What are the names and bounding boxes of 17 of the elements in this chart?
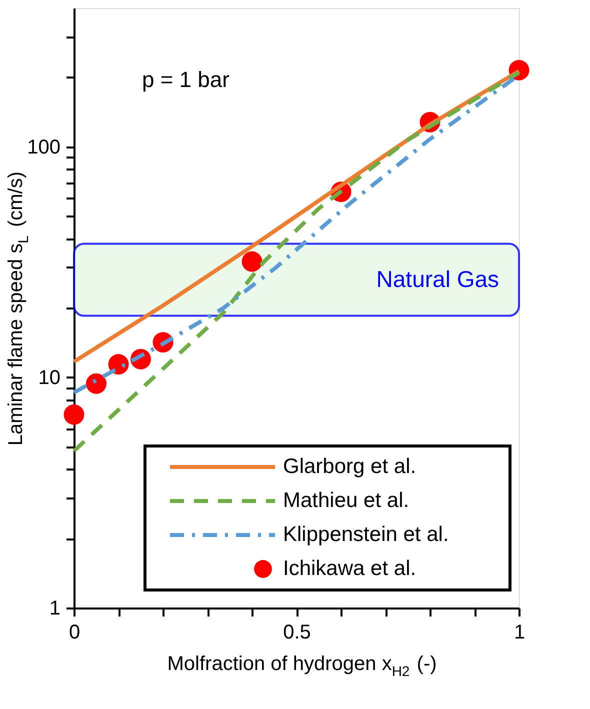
band-label: Natural Gas bbox=[376, 266, 499, 292]
annotation: p = 1 bar bbox=[142, 67, 230, 92]
x-tick-label: 0.5 bbox=[283, 622, 311, 644]
legend-label: Glarborg et al. bbox=[283, 455, 416, 478]
y-tick-label: 1 bbox=[49, 598, 60, 620]
point bbox=[242, 251, 262, 272]
point bbox=[108, 354, 129, 375]
y-tick-label: 100 bbox=[27, 136, 60, 158]
x-tick-label: 1 bbox=[514, 622, 526, 644]
point bbox=[86, 373, 106, 394]
y-axis-title: Laminar flame speed sL (cm/s) bbox=[5, 172, 31, 446]
legend-label: Ichikawa et al. bbox=[283, 557, 416, 580]
legend-label: Mathieu et al. bbox=[283, 489, 410, 512]
x-tick-label: 0 bbox=[68, 622, 80, 644]
legend-label: Klippenstein et al. bbox=[283, 523, 449, 546]
y-tick-label: 10 bbox=[38, 366, 60, 389]
point bbox=[64, 404, 84, 425]
